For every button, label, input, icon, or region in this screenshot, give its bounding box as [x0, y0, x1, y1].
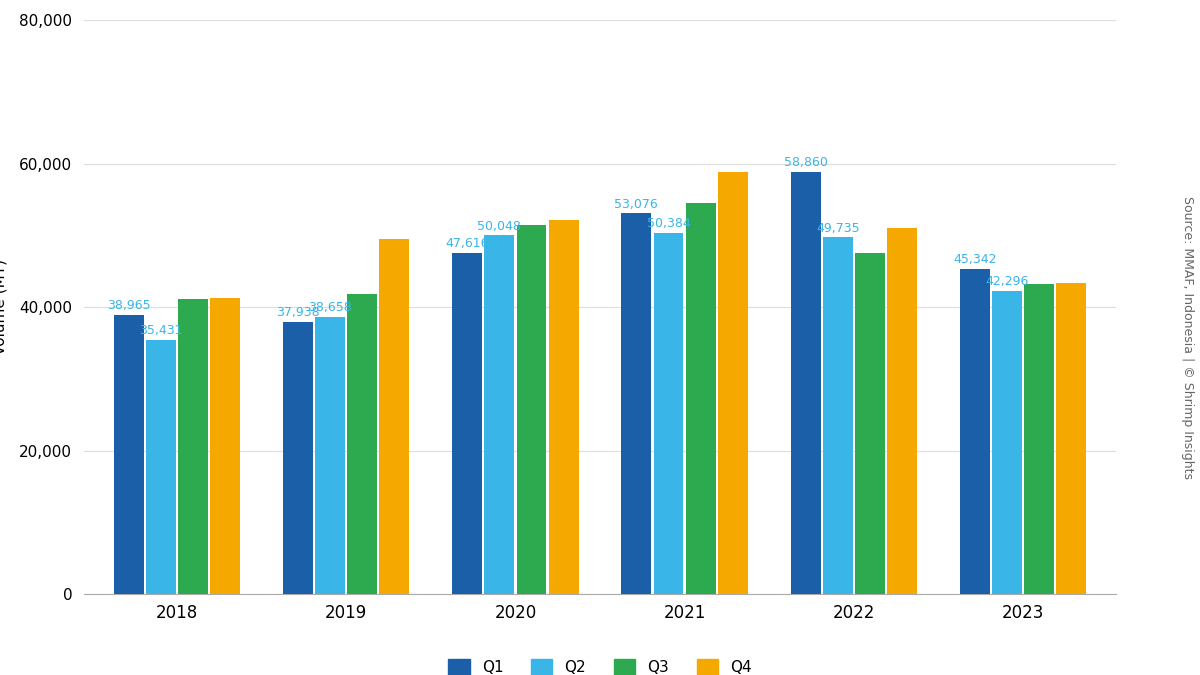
- Legend: Q1, Q2, Q3, Q4: Q1, Q2, Q3, Q4: [442, 653, 758, 675]
- Text: 37,938: 37,938: [276, 306, 320, 319]
- Bar: [791, 172, 821, 594]
- Text: 50,048: 50,048: [478, 219, 521, 233]
- Text: 47,616: 47,616: [445, 237, 488, 250]
- Text: 58,860: 58,860: [784, 157, 828, 169]
- Y-axis label: Volume (MT): Volume (MT): [0, 259, 8, 355]
- Text: 42,296: 42,296: [985, 275, 1028, 288]
- Bar: [516, 225, 546, 594]
- Bar: [379, 239, 409, 594]
- Text: 35,431: 35,431: [139, 325, 182, 338]
- Bar: [178, 298, 208, 594]
- Text: Source: MMAF, Indonesia | © Shrimp Insights: Source: MMAF, Indonesia | © Shrimp Insig…: [1181, 196, 1194, 479]
- Bar: [316, 317, 346, 594]
- Text: 49,735: 49,735: [816, 222, 859, 235]
- Bar: [622, 213, 652, 594]
- Bar: [1024, 284, 1054, 594]
- Bar: [854, 253, 884, 594]
- Bar: [452, 252, 482, 594]
- Text: 38,965: 38,965: [107, 299, 151, 312]
- Bar: [548, 219, 578, 594]
- Bar: [485, 235, 515, 594]
- Text: 38,658: 38,658: [308, 301, 352, 315]
- Bar: [887, 228, 917, 594]
- Text: 50,384: 50,384: [647, 217, 690, 230]
- Bar: [718, 172, 748, 594]
- Text: 45,342: 45,342: [953, 253, 996, 267]
- Bar: [685, 203, 715, 594]
- Bar: [114, 315, 144, 594]
- Bar: [283, 322, 313, 594]
- Bar: [146, 340, 176, 594]
- Bar: [823, 238, 853, 594]
- Bar: [960, 269, 990, 594]
- Bar: [347, 294, 377, 594]
- Bar: [992, 291, 1022, 594]
- Bar: [1056, 283, 1086, 594]
- Bar: [210, 298, 240, 594]
- Bar: [654, 233, 684, 594]
- Text: 53,076: 53,076: [614, 198, 659, 211]
